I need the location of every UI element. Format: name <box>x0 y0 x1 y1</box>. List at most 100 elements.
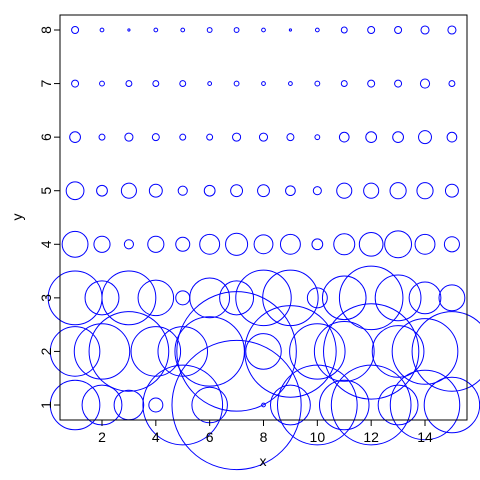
x-axis-label: x <box>260 453 267 469</box>
bubble <box>137 279 175 317</box>
bubble <box>377 384 419 426</box>
bubble <box>288 28 292 32</box>
bubble <box>371 325 425 378</box>
bubble <box>175 236 191 252</box>
bubble <box>311 238 324 251</box>
bubble <box>81 384 123 426</box>
bubble <box>127 28 131 32</box>
y-tick-label: 4 <box>38 240 54 248</box>
bubble <box>96 184 108 197</box>
bubble <box>148 397 164 413</box>
bubble <box>321 275 367 321</box>
bubble <box>175 290 191 306</box>
bubble <box>365 131 378 144</box>
bubble <box>446 131 458 143</box>
x-tick-label: 4 <box>152 429 160 445</box>
bubble <box>414 233 436 255</box>
bubble <box>261 27 266 33</box>
bubble <box>340 26 348 34</box>
bubble <box>232 132 242 142</box>
bubble <box>157 326 209 377</box>
y-tick-label: 1 <box>38 401 54 409</box>
bubble <box>177 185 188 196</box>
bubble <box>389 182 407 200</box>
bubble <box>69 131 81 144</box>
bubble <box>153 27 159 33</box>
bubble <box>261 81 266 86</box>
y-axis-label: y <box>9 214 25 221</box>
bubble <box>179 80 187 88</box>
bubble <box>392 131 404 144</box>
bubble <box>384 230 413 259</box>
x-tick-label: 6 <box>206 429 214 445</box>
bubble <box>374 274 422 322</box>
bubble <box>358 231 384 257</box>
bubble <box>93 235 111 253</box>
bubbles <box>47 25 480 471</box>
bubble <box>367 26 376 34</box>
bubble <box>206 133 214 141</box>
bubble <box>120 182 137 199</box>
bubble <box>233 27 240 33</box>
bubble <box>113 389 145 421</box>
bubble <box>125 80 133 88</box>
bubble <box>338 131 350 143</box>
bubble <box>258 132 269 142</box>
bubble <box>71 26 80 34</box>
bubble <box>312 186 322 196</box>
bubble <box>289 323 346 380</box>
bubble <box>314 27 320 33</box>
bubble <box>416 182 434 200</box>
bubble <box>203 184 216 197</box>
bubble <box>391 318 459 385</box>
bubble <box>411 311 480 392</box>
bubble <box>444 183 459 198</box>
y-tick-label: 2 <box>38 347 54 355</box>
bubble <box>323 303 420 400</box>
bubble <box>408 281 442 315</box>
bubble <box>423 376 480 434</box>
bubble <box>147 235 165 253</box>
bubble <box>313 321 375 382</box>
bubble <box>49 379 101 431</box>
bubble <box>314 80 321 87</box>
bubble <box>394 26 403 34</box>
bubble <box>314 134 321 141</box>
bubble <box>306 287 328 309</box>
x-tick-label: 14 <box>417 429 433 445</box>
bubble <box>244 305 337 398</box>
bubble <box>363 182 380 199</box>
bubble <box>124 132 134 142</box>
plot-box <box>59 14 468 421</box>
bubble <box>71 79 80 88</box>
bubble <box>207 81 213 86</box>
bubble <box>286 133 295 142</box>
x-tick-label: 8 <box>260 429 268 445</box>
bubble <box>340 80 348 88</box>
bubble <box>235 269 292 327</box>
bubble <box>88 311 170 392</box>
x-tick-label: 12 <box>363 429 379 445</box>
bubble <box>338 265 404 331</box>
bubble <box>98 133 106 141</box>
bubble <box>261 402 266 408</box>
bubble <box>262 269 319 327</box>
bubble <box>269 384 311 426</box>
bubble <box>219 280 255 316</box>
y-tick-label: 3 <box>38 294 54 302</box>
bubble <box>394 79 403 88</box>
bubble <box>176 291 297 412</box>
y-tick-label: 7 <box>38 79 54 87</box>
bubble <box>225 232 249 256</box>
bubble <box>73 323 131 380</box>
bubble <box>420 25 430 35</box>
bubble <box>101 270 157 326</box>
bubble <box>99 80 105 87</box>
bubble <box>288 81 293 86</box>
bubble <box>318 379 370 431</box>
y-tick-label: 8 <box>38 26 54 34</box>
bubble <box>333 233 356 256</box>
bubble <box>206 27 213 33</box>
bubble <box>253 234 274 255</box>
